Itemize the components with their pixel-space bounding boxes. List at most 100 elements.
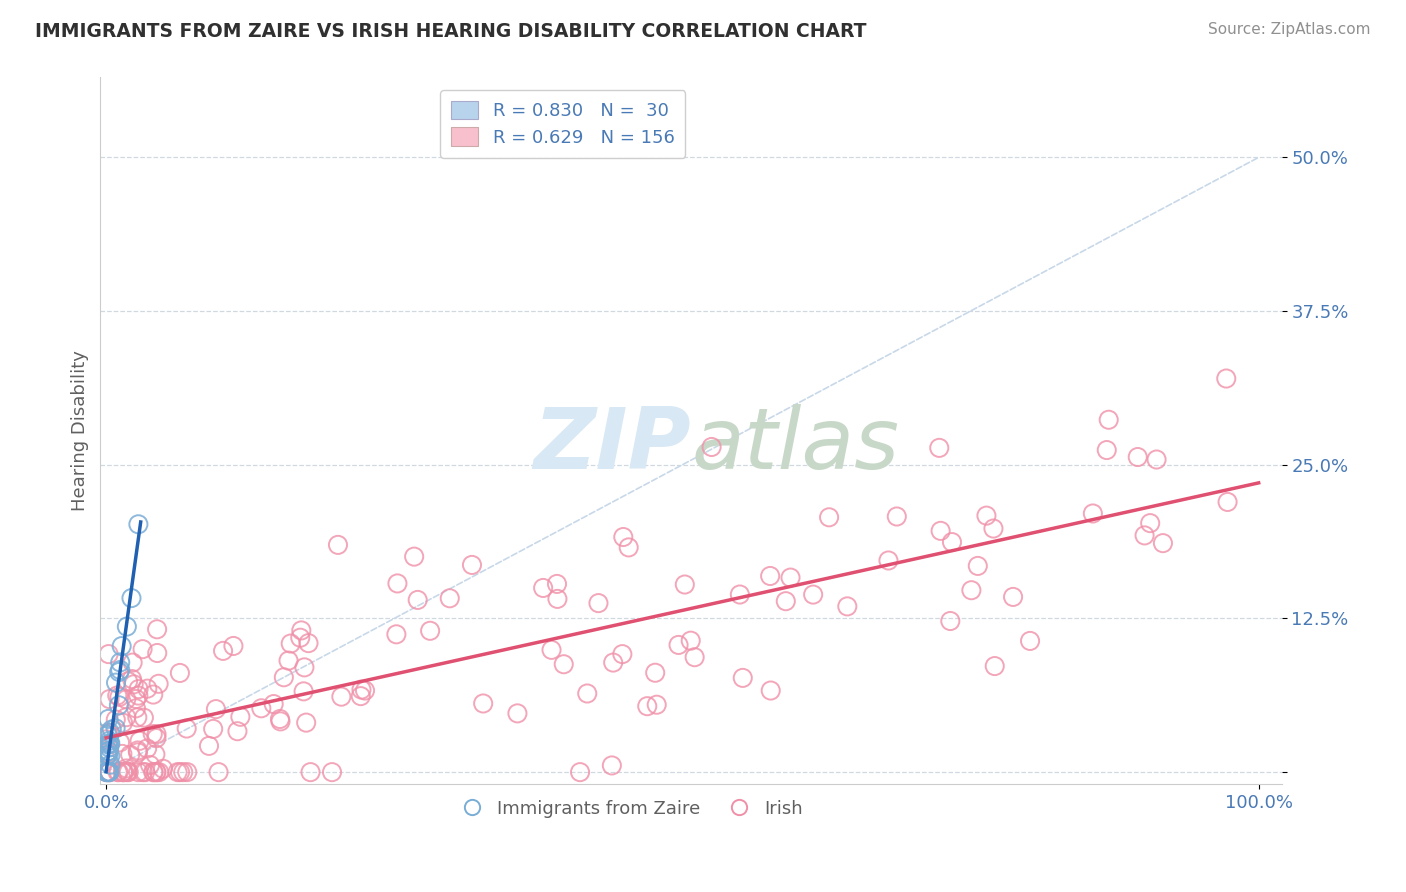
Text: IMMIGRANTS FROM ZAIRE VS IRISH HEARING DISABILITY CORRELATION CHART: IMMIGRANTS FROM ZAIRE VS IRISH HEARING D… — [35, 22, 866, 41]
Point — [506, 706, 529, 721]
Point — [226, 724, 249, 739]
Point — [136, 681, 159, 696]
Point — [1139, 516, 1161, 530]
Point — [98, 757, 121, 772]
Point — [146, 622, 169, 636]
Point — [115, 692, 138, 706]
Point — [112, 765, 135, 780]
Point — [801, 588, 824, 602]
Point — [326, 538, 349, 552]
Point — [1002, 590, 1025, 604]
Point — [111, 747, 134, 761]
Point — [127, 517, 149, 532]
Point — [148, 677, 170, 691]
Point — [1152, 536, 1174, 550]
Point — [112, 715, 135, 730]
Point — [136, 741, 159, 756]
Point — [98, 736, 121, 750]
Point — [105, 675, 128, 690]
Point — [198, 739, 221, 753]
Point — [139, 758, 162, 772]
Point — [115, 762, 138, 776]
Point — [97, 744, 120, 758]
Point — [207, 765, 229, 780]
Y-axis label: Hearing Disability: Hearing Disability — [72, 351, 89, 511]
Point — [461, 558, 484, 572]
Point — [929, 524, 952, 538]
Point — [290, 631, 312, 645]
Point — [569, 765, 592, 780]
Point — [145, 727, 167, 741]
Point — [108, 656, 131, 670]
Point — [617, 541, 640, 555]
Point — [553, 657, 575, 672]
Point — [350, 689, 373, 703]
Point — [818, 510, 841, 524]
Point — [1146, 452, 1168, 467]
Point — [111, 639, 134, 653]
Point — [127, 689, 149, 703]
Text: Source: ZipAtlas.com: Source: ZipAtlas.com — [1208, 22, 1371, 37]
Point — [98, 765, 121, 780]
Point — [588, 596, 610, 610]
Point — [644, 665, 666, 680]
Point — [98, 725, 121, 739]
Point — [612, 647, 634, 661]
Point — [983, 522, 1005, 536]
Point — [98, 737, 121, 751]
Point — [128, 682, 150, 697]
Point — [108, 690, 131, 704]
Point — [98, 764, 121, 779]
Point — [148, 765, 170, 780]
Point — [97, 734, 120, 748]
Point — [1098, 413, 1121, 427]
Point — [104, 722, 127, 736]
Point — [928, 441, 950, 455]
Point — [96, 765, 118, 780]
Point — [105, 689, 128, 703]
Point — [107, 765, 129, 780]
Point — [886, 509, 908, 524]
Point — [134, 765, 156, 780]
Point — [128, 734, 150, 748]
Point — [877, 553, 900, 567]
Point — [127, 710, 149, 724]
Point — [97, 745, 120, 759]
Point — [387, 576, 409, 591]
Point — [125, 692, 148, 706]
Point — [112, 765, 135, 780]
Point — [98, 740, 121, 755]
Point — [419, 624, 441, 638]
Point — [759, 569, 782, 583]
Point — [96, 732, 118, 747]
Point — [439, 591, 461, 606]
Point — [273, 670, 295, 684]
Point — [612, 530, 634, 544]
Point — [229, 710, 252, 724]
Point — [111, 765, 134, 780]
Point — [600, 758, 623, 772]
Point — [1019, 634, 1042, 648]
Point — [108, 735, 131, 749]
Point — [142, 727, 165, 741]
Legend: Immigrants from Zaire, Irish: Immigrants from Zaire, Irish — [454, 792, 810, 825]
Point — [97, 765, 120, 780]
Point — [132, 765, 155, 780]
Point — [700, 440, 723, 454]
Point — [280, 636, 302, 650]
Point — [277, 654, 299, 668]
Point — [127, 743, 149, 757]
Point — [645, 698, 668, 712]
Point — [269, 714, 291, 729]
Point — [115, 619, 138, 633]
Point — [546, 591, 568, 606]
Point — [299, 765, 322, 780]
Point — [354, 683, 377, 698]
Point — [779, 571, 801, 585]
Point — [290, 624, 312, 638]
Point — [98, 765, 121, 780]
Point — [97, 747, 120, 762]
Point — [100, 723, 122, 737]
Point — [330, 690, 353, 704]
Point — [127, 765, 149, 780]
